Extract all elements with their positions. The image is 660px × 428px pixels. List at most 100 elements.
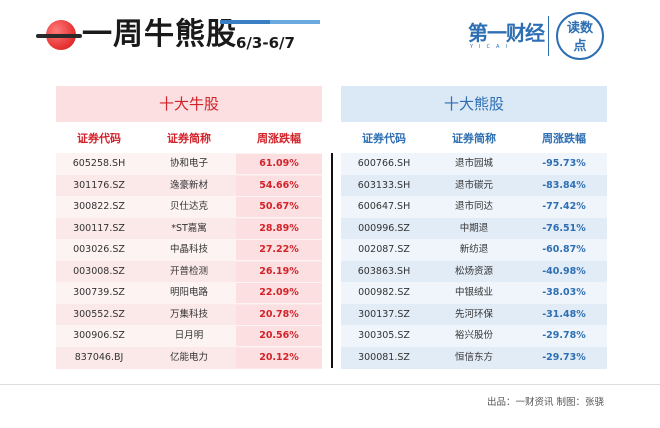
cell-name: 先河环保 bbox=[454, 308, 493, 320]
pct-highlight bbox=[236, 218, 322, 239]
cell-code: 300906.SZ bbox=[73, 330, 125, 341]
cell-code: 600766.SH bbox=[357, 158, 411, 169]
cell-code: 300117.SZ bbox=[73, 222, 125, 234]
table-row: 002087.SZ 新纺退 -60.87% bbox=[341, 239, 607, 261]
bear-col-pct: 周涨跌幅 bbox=[542, 132, 586, 145]
table-row: 837046.BJ 亿能电力 20.12% bbox=[56, 346, 322, 369]
table-row: 605258.SH 协和电子 61.09% bbox=[56, 153, 322, 175]
cell-name: 亿能电力 bbox=[169, 351, 208, 363]
cell-pct: 26.19% bbox=[259, 265, 299, 277]
cell-pct: 54.66% bbox=[259, 179, 299, 191]
table-row: 600647.SH 退市同达 -77.42% bbox=[341, 196, 607, 218]
brand-divider bbox=[548, 16, 549, 56]
table-row: 300081.SZ 恒信东方 -29.73% bbox=[341, 346, 607, 369]
cell-pct: -40.98% bbox=[542, 265, 586, 277]
cell-pct: 50.67% bbox=[259, 201, 299, 212]
table-row: 600766.SH 退市园城 -95.73% bbox=[341, 153, 607, 175]
header: 一周牛熊股 6/3-6/7 第一财经 YICAI 读数 点 bbox=[0, 0, 660, 70]
cell-name: 新纺退 bbox=[459, 244, 489, 255]
cell-code: 301176.SZ bbox=[73, 179, 125, 191]
cell-name: 恒信东方 bbox=[454, 351, 493, 363]
cell-name: 中期退 bbox=[459, 222, 489, 234]
seal-line1: 读数 bbox=[566, 21, 593, 36]
brand-logo: 第一财经 bbox=[468, 21, 545, 45]
cell-name: 明阳电路 bbox=[169, 287, 208, 298]
table-row: 300822.SZ 贝仕达克 50.67% bbox=[56, 196, 322, 218]
page-title: 一周牛熊股 bbox=[82, 17, 237, 52]
cell-name: 万集科技 bbox=[169, 308, 208, 320]
cell-code: 002087.SZ bbox=[358, 244, 410, 255]
header-accent-bar-light bbox=[270, 20, 320, 24]
cell-name: 协和电子 bbox=[169, 158, 208, 169]
bull-col-code: 证券代码 bbox=[77, 132, 121, 145]
seal-logo: 读数 点 bbox=[556, 12, 604, 60]
table-row: 300552.SZ 万集科技 20.78% bbox=[56, 303, 322, 326]
pct-highlight bbox=[236, 304, 322, 325]
cell-name: 开普检测 bbox=[169, 265, 208, 277]
cell-code: 003026.SZ bbox=[73, 244, 125, 255]
cell-pct: -76.51% bbox=[542, 222, 586, 234]
pct-highlight bbox=[236, 175, 322, 196]
table-row: 003026.SZ 中晶科技 27.22% bbox=[56, 239, 322, 261]
source-credit: 出品：一财资讯 制图：张骁 bbox=[486, 397, 604, 408]
cell-pct: -31.48% bbox=[542, 308, 586, 320]
pct-highlight bbox=[236, 261, 322, 282]
table-row: 603133.SH 退市碳元 -83.84% bbox=[341, 174, 607, 197]
table-row: 000982.SZ 中银绒业 -38.03% bbox=[341, 282, 607, 304]
brand-sub-logo: YICAI bbox=[470, 44, 513, 50]
cell-code: 603863.SH bbox=[357, 265, 411, 277]
cell-pct: -95.73% bbox=[542, 158, 586, 169]
cell-code: 003008.SZ bbox=[73, 265, 125, 277]
cell-pct: 22.09% bbox=[259, 287, 299, 298]
bull-panel-title: 十大牛股 bbox=[56, 86, 322, 122]
logo-stroke bbox=[36, 34, 82, 38]
bear-panel-title: 十大熊股 bbox=[341, 86, 607, 122]
cell-name: 松炀资源 bbox=[454, 265, 493, 277]
bull-col-name: 证券简称 bbox=[167, 132, 211, 145]
table-row: 603863.SH 松炀资源 -40.98% bbox=[341, 260, 607, 283]
cell-code: 605258.SH bbox=[72, 158, 126, 169]
bear-col-code: 证券代码 bbox=[362, 132, 406, 145]
cell-code: 000982.SZ bbox=[358, 287, 410, 298]
cell-code: 300305.SZ bbox=[358, 330, 410, 341]
cell-pct: -29.78% bbox=[542, 330, 586, 341]
date-range: 6/3-6/7 bbox=[236, 34, 295, 52]
cell-code: 300081.SZ bbox=[358, 351, 410, 363]
table-row: 301176.SZ 逸豪新材 54.66% bbox=[56, 174, 322, 197]
cell-name: 退市同达 bbox=[454, 201, 493, 212]
cell-pct: 27.22% bbox=[259, 244, 299, 255]
cell-name: 中银绒业 bbox=[454, 287, 493, 298]
cell-name: 日月明 bbox=[174, 330, 204, 341]
pct-highlight bbox=[236, 283, 322, 303]
table-row: 300305.SZ 裕兴股份 -29.78% bbox=[341, 325, 607, 347]
pct-highlight bbox=[236, 240, 322, 260]
cell-name: 退市碳元 bbox=[454, 179, 493, 191]
cell-name: 逸豪新材 bbox=[169, 179, 208, 191]
cell-pct: 20.78% bbox=[259, 308, 299, 320]
cell-pct: -77.42% bbox=[542, 201, 586, 212]
cell-code: 603133.SH bbox=[357, 179, 411, 191]
cell-pct: -38.03% bbox=[542, 287, 586, 298]
cell-name: *ST嘉寓 bbox=[171, 222, 207, 234]
cell-pct: 20.12% bbox=[259, 351, 299, 363]
cell-name: 贝仕达克 bbox=[169, 201, 208, 212]
cell-code: 300822.SZ bbox=[73, 201, 125, 212]
cell-name: 裕兴股份 bbox=[454, 330, 493, 341]
table-row: 300137.SZ 先河环保 -31.48% bbox=[341, 303, 607, 326]
pct-highlight bbox=[236, 326, 322, 346]
cell-pct: -83.84% bbox=[542, 179, 586, 191]
cell-code: 600647.SH bbox=[357, 201, 411, 212]
table-row: 000996.SZ 中期退 -76.51% bbox=[341, 217, 607, 240]
table-row: 300117.SZ *ST嘉寓 28.89% bbox=[56, 217, 322, 240]
bull-col-pct: 周涨跌幅 bbox=[257, 132, 301, 145]
seal-line2: 点 bbox=[573, 39, 587, 54]
cell-pct: 28.89% bbox=[259, 222, 299, 234]
cell-code: 300137.SZ bbox=[358, 308, 410, 320]
cell-code: 300552.SZ bbox=[73, 308, 125, 320]
pct-highlight bbox=[236, 347, 322, 368]
center-divider bbox=[331, 153, 333, 368]
cell-pct: 61.09% bbox=[259, 158, 299, 169]
table-row: 300906.SZ 日月明 20.56% bbox=[56, 325, 322, 347]
footer-divider bbox=[0, 384, 660, 385]
cell-code: 000996.SZ bbox=[358, 222, 410, 234]
